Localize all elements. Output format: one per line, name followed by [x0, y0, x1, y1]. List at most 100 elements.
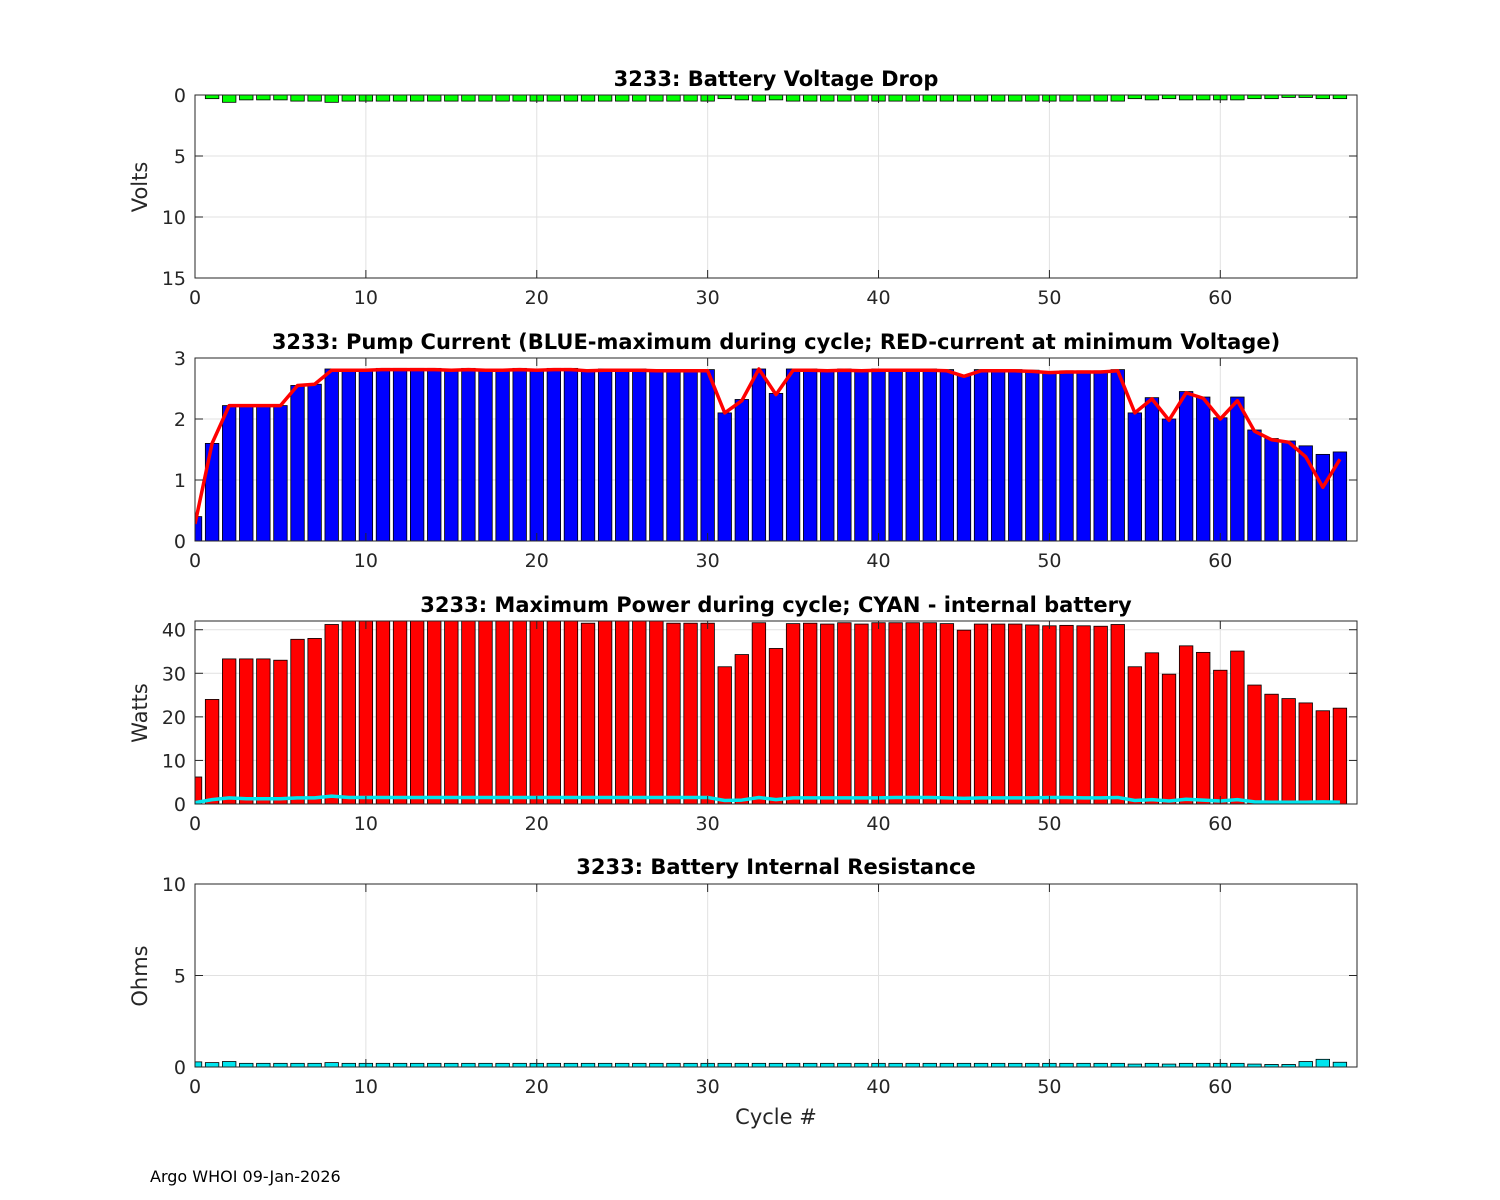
pump-current-bar: [195, 516, 203, 541]
pump-current-bar: [512, 367, 527, 541]
pump-current-x-tick-label: 50: [1037, 550, 1061, 572]
pump-current-bar: [837, 368, 852, 541]
pump-current-bar: [854, 369, 869, 541]
internal-resistance-bar: [512, 1062, 527, 1067]
voltage-drop-bar: [922, 95, 937, 102]
voltage-drop-bar: [956, 95, 972, 102]
voltage-drop-panel: 3233: Battery Voltage Drop Volts 0 10 20 30…: [128, 67, 1358, 309]
pump-current-bar: [290, 385, 305, 541]
pump-current-bar: [785, 368, 801, 541]
max-power-bar: [785, 623, 801, 804]
pump-current-x-tick-label: 60: [1208, 550, 1232, 572]
pump-current-title: 3233: Pump Current (BLUE-maximum during …: [272, 330, 1280, 354]
voltage-drop-ylabel: Volts: [128, 162, 152, 213]
voltage-drop-bar: [751, 95, 767, 102]
pump-current-bar: [649, 369, 664, 541]
voltage-drop-bar: [290, 95, 305, 102]
pump-current-bar: [444, 368, 459, 541]
internal-resistance-bar: [905, 1062, 920, 1067]
voltage-drop-bar: [597, 95, 613, 102]
max-power-bar: [768, 648, 784, 804]
pump-current-bar: [563, 367, 579, 541]
voltage-drop-bar: [563, 95, 579, 102]
voltage-drop-bar: [1332, 95, 1348, 100]
max-power-bar: [324, 624, 339, 804]
internal-resistance-bar: [922, 1062, 937, 1067]
max-power-bar: [1298, 702, 1313, 804]
voltage-drop-bar: [768, 95, 784, 101]
internal-resistance-bar: [478, 1062, 493, 1067]
pump-current-bar: [529, 368, 544, 541]
internal-resistance-bar: [803, 1062, 818, 1067]
max-power-bar: [195, 776, 203, 804]
max-power-bar: [1332, 707, 1348, 804]
voltage-drop-x-tick-label: 50: [1037, 287, 1061, 309]
internal-resistance-bar: [939, 1062, 955, 1067]
pump-current-bar: [324, 368, 339, 541]
pump-current-bar: [461, 367, 476, 541]
internal-resistance-bar: [1247, 1063, 1262, 1067]
internal-resistance-bar: [1059, 1062, 1074, 1067]
voltage-drop-x-tick-label: 0: [189, 287, 201, 309]
pump-current-x-tick-label: 40: [866, 550, 890, 572]
voltage-drop-bar: [683, 95, 698, 102]
pump-current-bar: [358, 368, 374, 541]
internal-resistance-bar: [990, 1062, 1006, 1067]
internal-resistance-x-tick-label: 30: [696, 1076, 720, 1098]
pump-current-bar: [1213, 417, 1228, 541]
voltage-drop-y-tick-label: 10: [162, 207, 186, 229]
max-power-y-tick-label: 10: [162, 750, 186, 772]
max-power-ylabel: Watts: [128, 683, 152, 743]
pump-current-bar: [1059, 370, 1074, 541]
internal-resistance-bar: [734, 1062, 749, 1067]
voltage-drop-bar: [478, 95, 493, 102]
internal-resistance-bar: [632, 1062, 647, 1067]
pump-current-bar: [905, 368, 920, 541]
internal-resistance-bar: [409, 1062, 425, 1067]
max-power-axes-box: [194, 620, 1358, 805]
pump-current-y-tick-label: 0: [174, 531, 186, 553]
pump-current-bar: [990, 369, 1006, 541]
max-power-y-tick-label: 0: [174, 794, 186, 816]
internal-resistance-bar: [461, 1062, 476, 1067]
pump-current-y-tick-label: 3: [174, 348, 186, 370]
internal-resistance-bar: [1196, 1062, 1211, 1067]
voltage-drop-bar: [409, 95, 425, 102]
pump-current-bar: [1076, 370, 1091, 541]
pump-current-bar: [546, 367, 562, 541]
pump-current-bar: [1008, 369, 1023, 541]
voltage-drop-bar: [785, 95, 801, 102]
max-power-bar: [1230, 650, 1245, 804]
max-power-bar: [939, 623, 955, 804]
internal-resistance-x-tick-label: 0: [189, 1076, 201, 1098]
max-power-bar: [905, 622, 920, 804]
voltage-drop-bar: [1161, 95, 1177, 100]
voltage-drop-bar: [1178, 95, 1194, 101]
max-power-bar: [888, 622, 903, 804]
pump-current-bar: [1127, 412, 1143, 541]
voltage-drop-bar: [854, 95, 869, 102]
internal-resistance-bar: [1110, 1062, 1125, 1067]
pump-current-panel: 3233: Pump Current (BLUE-maximum during …: [174, 330, 1358, 572]
pump-current-bar: [1144, 397, 1160, 541]
internal-resistance-bar: [1127, 1063, 1143, 1067]
voltage-drop-x-tick-label: 40: [866, 287, 890, 309]
pump-current-bar: [803, 368, 818, 541]
voltage-drop-bar: [1008, 95, 1023, 102]
max-power-bar: [256, 658, 271, 804]
voltage-drop-bar: [649, 95, 664, 102]
internal-resistance-bar: [580, 1062, 596, 1067]
pump-current-bar: [820, 369, 835, 541]
voltage-drop-bar: [939, 95, 955, 102]
max-power-bar: [1178, 645, 1194, 804]
max-power-x-tick-label: 0: [189, 813, 201, 835]
pump-current-x-tick-label: 0: [189, 550, 201, 572]
voltage-drop-bar: [307, 95, 322, 102]
pump-current-bar: [409, 367, 425, 541]
voltage-drop-bar: [222, 95, 237, 103]
max-power-bar: [358, 621, 374, 804]
pump-current-bar: [273, 405, 288, 541]
pump-current-bar: [597, 368, 613, 541]
internal-resistance-bar: [375, 1062, 391, 1067]
